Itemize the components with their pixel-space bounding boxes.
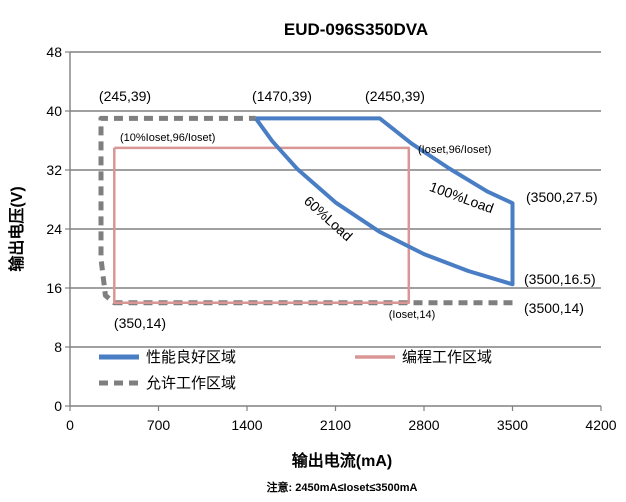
y-tick-label: 8 [54, 339, 62, 355]
x-axis-label: 输出电流(mA) [292, 451, 392, 470]
annotation-label: (3500,14) [524, 300, 584, 316]
annotation-label: (10%Ioset,96/Ioset) [120, 132, 215, 144]
curve-label-60: 60%Load [301, 193, 356, 244]
x-tick-label: 0 [66, 417, 74, 433]
x-tick-label: 1400 [231, 417, 262, 433]
y-tick-label: 40 [46, 103, 62, 119]
annotation-label: (Ioset,96/Ioset) [418, 144, 491, 156]
y-tick-label: 16 [46, 280, 62, 296]
annotation-label: (Ioset,14) [389, 309, 435, 321]
y-axis-label: 输出电压(V) [7, 186, 26, 271]
tick-labels: 0 8 16 24 32 40 48 0 700 1400 2100 2800 3500 4200 [46, 44, 616, 433]
annotation-label: (1470,39) [252, 88, 312, 104]
footnote: 注意: 2450mA≤Ioset≤3500mA [267, 480, 418, 494]
legend-label: 性能良好区域 [146, 349, 236, 366]
annotation-label: (350,14) [114, 315, 166, 331]
y-tick-label: 24 [46, 221, 62, 237]
curve-label-100: 100%Load [428, 178, 496, 216]
series-line-1 [113, 146, 411, 305]
y-tick-label: 48 [46, 44, 62, 60]
annotation-label: (3500,27.5) [526, 189, 598, 205]
x-tick-label: 700 [147, 417, 171, 433]
x-tick-label: 3500 [497, 417, 528, 433]
y-tick-label: 32 [46, 162, 62, 178]
x-tick-label: 2800 [408, 417, 439, 433]
axes [65, 51, 602, 411]
legend-label: 编程工作区域 [402, 349, 492, 366]
annotation-label: (2450,39) [365, 88, 425, 104]
annotation-label: (3500,16.5) [524, 271, 596, 287]
x-tick-label: 2100 [320, 417, 351, 433]
grid-lines [70, 51, 601, 348]
chart-title: EUD-096S350DVA [284, 20, 428, 39]
series-layer [98, 115, 515, 306]
legend-label: 允许工作区域 [146, 375, 236, 392]
x-tick-label: 4200 [585, 417, 616, 433]
annotation-label: (245,39) [99, 88, 151, 104]
series-line-0 [254, 116, 515, 287]
y-tick-label: 0 [54, 398, 62, 414]
